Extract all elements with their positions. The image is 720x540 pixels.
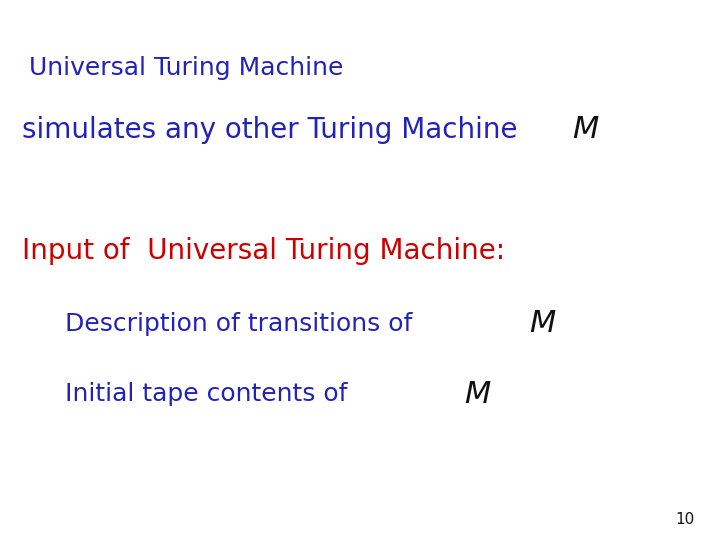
Text: $\mathit{M}$: $\mathit{M}$ [572, 114, 600, 145]
Text: 10: 10 [675, 511, 695, 526]
Text: Universal Turing Machine: Universal Turing Machine [29, 56, 343, 79]
Text: Initial tape contents of: Initial tape contents of [65, 382, 347, 406]
Text: simulates any other Turing Machine: simulates any other Turing Machine [22, 116, 517, 144]
Text: Input of  Universal Turing Machine:: Input of Universal Turing Machine: [22, 237, 505, 265]
Text: $\mathit{M}$: $\mathit{M}$ [529, 308, 557, 340]
Text: $\mathit{M}$: $\mathit{M}$ [464, 379, 492, 410]
Text: Description of transitions of: Description of transitions of [65, 312, 412, 336]
